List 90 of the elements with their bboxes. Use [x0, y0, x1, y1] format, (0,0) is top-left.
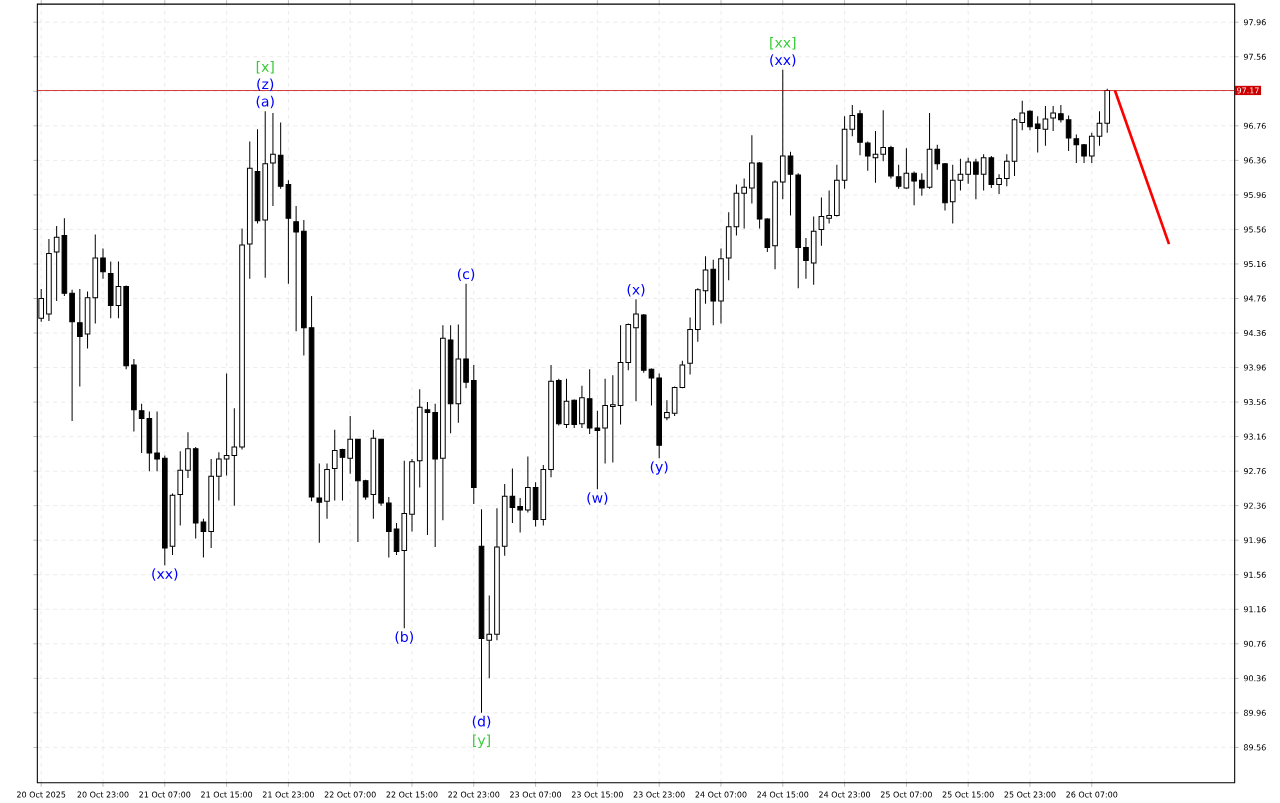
candlestick — [216, 451, 222, 502]
candlestick — [77, 288, 83, 388]
y-tick-label: 90.76 — [1243, 640, 1266, 647]
y-tick-label: 95.16 — [1243, 261, 1266, 268]
candlestick — [1096, 110, 1103, 147]
annotation: (xx) — [770, 54, 796, 67]
candlestick — [702, 255, 709, 305]
x-tick-label: 20 Oct 2025 — [17, 791, 66, 798]
annotation: (xx) — [152, 568, 178, 581]
candlestick — [463, 283, 469, 389]
x-tick-label: 22 Oct 23:00 — [448, 791, 500, 798]
y-tick-label: 93.16 — [1243, 433, 1266, 440]
candlestick — [1003, 153, 1010, 187]
y-tick-label: 89.96 — [1243, 709, 1266, 716]
y-tick-label: 90.36 — [1243, 675, 1266, 682]
candlestick — [347, 415, 354, 475]
x-tick-label: 22 Oct 15:00 — [386, 791, 438, 798]
candlestick — [486, 595, 493, 679]
candlestick — [1058, 104, 1064, 123]
x-tick-label: 25 Oct 07:00 — [880, 791, 932, 798]
annotation: (x) — [627, 284, 645, 297]
x-tick-label: 24 Oct 15:00 — [757, 791, 809, 798]
annotation: (d) — [472, 715, 491, 729]
candlestick — [1088, 132, 1095, 164]
x-tick-label: 21 Oct 23:00 — [262, 791, 314, 798]
annotation: (y) — [650, 461, 668, 475]
y-tick-label: 89.56 — [1243, 744, 1266, 751]
y-tick-label: 96.36 — [1243, 157, 1266, 164]
candlestick — [664, 399, 670, 421]
y-tick-label: 95.56 — [1243, 226, 1266, 233]
candlestick — [100, 248, 106, 280]
candlestick — [880, 109, 887, 162]
candlestick — [1050, 105, 1056, 132]
candlestick — [1081, 143, 1087, 164]
y-tick-label: 95.96 — [1243, 191, 1266, 199]
candlestick — [973, 158, 979, 200]
x-tick-label: 20 Oct 23:00 — [77, 791, 129, 798]
candlestick — [154, 411, 160, 472]
x-tick-label: 23 Oct 15:00 — [571, 791, 623, 798]
y-tick-label: 97.96 — [1243, 19, 1266, 26]
candlestick — [270, 112, 276, 207]
y-tick-label: 93.56 — [1243, 399, 1266, 406]
annotation: (a) — [256, 95, 274, 109]
ref-line-label: 97.17 — [1237, 87, 1259, 94]
y-tick-label: 92.36 — [1243, 502, 1266, 509]
candlestick — [293, 205, 299, 332]
x-tick-label: 25 Oct 15:00 — [942, 791, 994, 798]
x-tick-label: 25 Oct 23:00 — [1004, 791, 1056, 798]
x-tick-label: 24 Oct 07:00 — [695, 791, 747, 798]
x-tick-label: 26 Oct 07:00 — [1066, 791, 1118, 798]
x-tick-label: 24 Oct 23:00 — [819, 791, 871, 798]
candlestick — [864, 140, 871, 172]
candlestick — [1027, 109, 1033, 131]
annotation: [y] — [473, 734, 490, 749]
candlestick — [602, 378, 608, 464]
x-tick-label: 22 Oct 07:00 — [324, 791, 376, 798]
candlestick — [633, 298, 639, 402]
y-tick-label: 94.76 — [1243, 295, 1266, 302]
candlestick — [965, 157, 971, 185]
annotation: [xx] — [770, 37, 796, 50]
candlestick — [610, 374, 616, 464]
annotation: (b) — [395, 631, 413, 644]
y-tick-label: 91.96 — [1243, 537, 1266, 544]
y-tick-label: 97.56 — [1243, 53, 1266, 60]
candlestick — [818, 197, 825, 247]
x-tick-label: 21 Oct 15:00 — [201, 791, 253, 798]
x-tick-label: 21 Oct 07:00 — [139, 791, 191, 798]
y-tick-label: 94.36 — [1243, 330, 1266, 337]
candlestick — [787, 151, 794, 217]
candlestick — [803, 237, 809, 280]
candlestick — [185, 431, 191, 479]
annotation: [x] — [256, 61, 274, 74]
annotation: (z) — [257, 78, 274, 91]
annotation: (c) — [457, 268, 475, 281]
y-tick-label: 92.76 — [1243, 468, 1266, 475]
y-tick-label: 96.76 — [1243, 122, 1266, 129]
y-tick-label: 91.56 — [1243, 571, 1266, 578]
x-tick-label: 23 Oct 23:00 — [633, 791, 685, 798]
candlestick — [517, 497, 523, 534]
x-tick-label: 23 Oct 07:00 — [510, 791, 562, 798]
candlestick — [996, 173, 1002, 195]
annotation: (w) — [587, 492, 608, 505]
candlestick — [525, 456, 531, 514]
candlestick — [1019, 100, 1026, 131]
candlestick — [741, 178, 747, 230]
candlestick — [911, 171, 917, 206]
y-tick-label: 93.96 — [1243, 364, 1266, 371]
y-tick-label: 91.16 — [1243, 606, 1266, 613]
candlestick — [826, 190, 832, 224]
candlestick — [919, 172, 925, 197]
